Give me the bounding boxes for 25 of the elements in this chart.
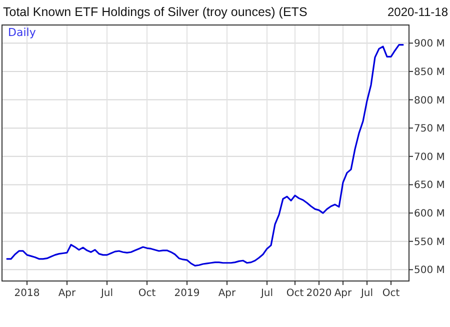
chart-subtitle: 2020-11-18 (388, 5, 448, 19)
x-tick-label: Apr (58, 288, 77, 299)
annotation: Daily (8, 26, 36, 39)
x-tick-label: Apr (218, 288, 237, 299)
x-tick-label: Apr (334, 288, 353, 299)
x-tick-label: 2019 (174, 288, 200, 299)
x-tick-label: 2018 (14, 288, 40, 299)
y-tick-label: 550 M (414, 236, 445, 248)
x-tick-label: Jul (260, 288, 274, 299)
y-tick-label: 750 M (414, 124, 445, 135)
chart-title: Total Known ETF Holdings of Silver (troy ounces) (ETS (3, 5, 308, 19)
x-tick-label: Jul (100, 288, 114, 299)
y-tick-label: 650 M (414, 180, 445, 192)
line-series (6, 44, 404, 267)
x-tick-label: Oct (382, 288, 400, 299)
y-tick-label: 600 M (414, 208, 445, 220)
y-tick-label: 900 M (414, 38, 445, 50)
y-tick-label: 800 M (414, 95, 445, 106)
x-tick-label: 2020 (306, 288, 332, 299)
x-tick-label: Jul (360, 288, 374, 299)
y-tick-label: 500 M (414, 265, 445, 276)
y-tick-label: 700 M (414, 152, 445, 163)
x-tick-label: Oct (286, 288, 304, 299)
x-tick-label: Oct (138, 288, 156, 299)
y-tick-label: 850 M (414, 66, 445, 78)
